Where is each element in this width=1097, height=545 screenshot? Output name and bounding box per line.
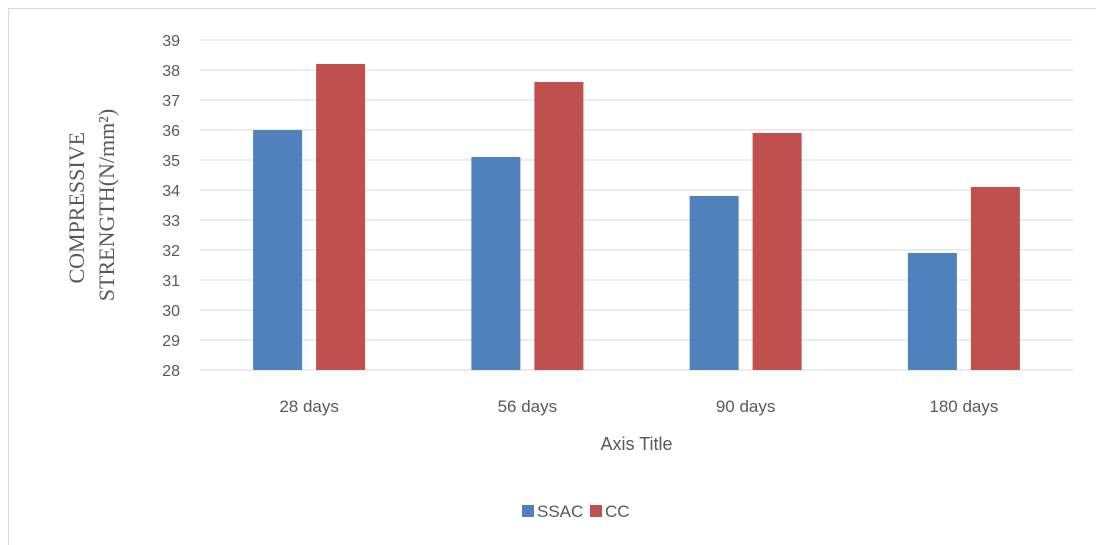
bar-cc-28-days [316,64,366,370]
bar-ssac-28-days [253,130,303,370]
bar-cc-56-days [534,82,584,370]
y-axis-title-line-1: COMPRESSIVE [64,132,89,284]
legend-swatch-cc [590,505,602,517]
y-tick-labels: 28 29 30 31 32 33 34 35 36 37 38 39 [162,33,180,380]
bars [253,64,1020,370]
legend-label-cc: CC [605,502,630,521]
x-tick-label: 28 days [279,397,339,416]
y-tick-label: 39 [162,33,180,50]
bar-ssac-56-days [471,157,521,370]
y-tick-label: 33 [162,213,180,230]
bar-ssac-90-days [689,196,739,370]
y-tick-label: 28 [162,363,180,380]
y-tick-label: 38 [162,63,180,80]
y-tick-label: 36 [162,123,180,140]
y-axis-title-line-2: STRENGTH(N/mm²) [94,109,119,301]
legend-label-ssac: SSAC [537,502,583,521]
x-tick-labels: 28 days 56 days 90 days 180 days [279,397,998,416]
chart-frame [8,8,1096,545]
y-axis-title: COMPRESSIVE STRENGTH(N/mm²) [64,109,119,301]
y-tick-label: 30 [162,303,180,320]
bar-cc-90-days [752,133,802,370]
y-tick-label: 29 [162,333,180,350]
x-axis-title: Axis Title [600,434,672,454]
y-tick-label: 31 [162,273,180,290]
x-tick-label: 56 days [498,397,558,416]
y-tick-label: 32 [162,243,180,260]
y-tick-label: 35 [162,153,180,170]
legend: SSAC CC [522,502,630,521]
x-tick-label: 90 days [716,397,776,416]
bar-cc-180-days [970,187,1020,370]
y-tick-label: 34 [162,183,180,200]
legend-swatch-ssac [522,505,534,517]
y-tick-label: 37 [162,93,180,110]
bar-ssac-180-days [907,253,957,370]
x-tick-label: 180 days [929,397,998,416]
